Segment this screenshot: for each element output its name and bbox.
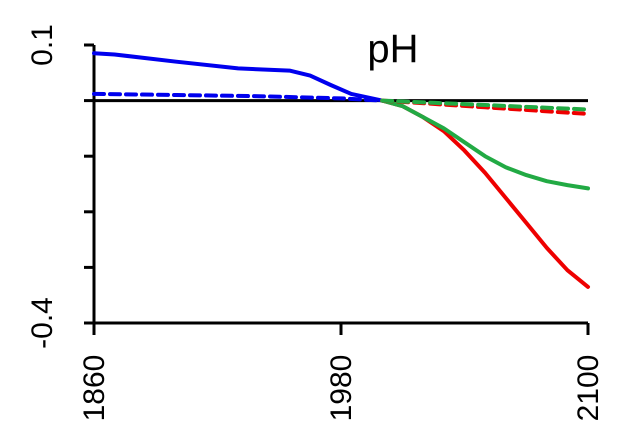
y-tick-label: -0.4 bbox=[26, 297, 59, 349]
y-tick-label: 0.1 bbox=[26, 24, 59, 66]
data-series-line bbox=[92, 51, 385, 103]
data-series-line bbox=[92, 91, 385, 103]
data-series-line bbox=[380, 98, 590, 289]
x-tick-label: 1860 bbox=[78, 355, 111, 422]
data-series-line bbox=[380, 98, 590, 112]
chart-title: pH bbox=[367, 27, 418, 71]
data-series-line bbox=[380, 98, 590, 191]
x-tick-label: 1980 bbox=[325, 355, 358, 422]
x-tick-label: 2100 bbox=[572, 355, 605, 422]
